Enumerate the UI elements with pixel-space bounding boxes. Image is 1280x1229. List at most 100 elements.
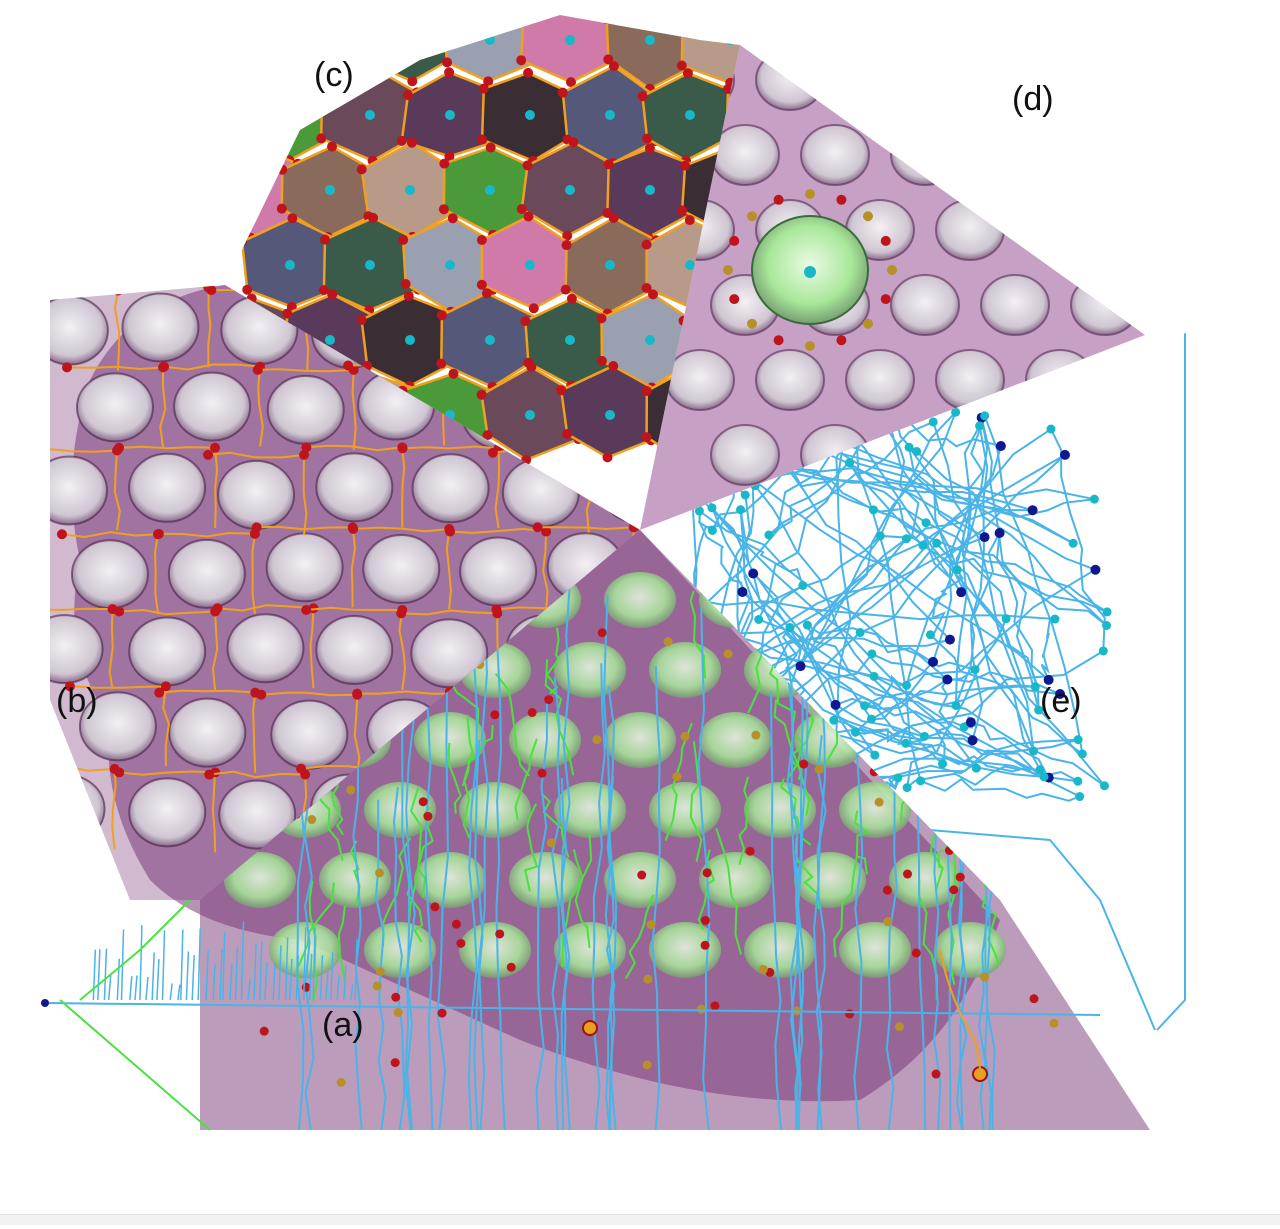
cell-vertex — [610, 14, 620, 24]
pore — [981, 275, 1049, 335]
skeleton-node — [972, 764, 981, 773]
graph-node — [647, 920, 656, 929]
graph-node — [903, 870, 912, 879]
ring-node — [805, 341, 815, 351]
graph-node — [701, 916, 710, 925]
graph-node — [672, 772, 681, 781]
skeleton-node — [1103, 607, 1112, 616]
cell-center — [245, 185, 255, 195]
cell-vertex — [367, 62, 377, 72]
graph-node — [710, 1001, 719, 1010]
lattice-node — [212, 603, 222, 613]
cell-vertex — [407, 76, 417, 86]
endpoint-node — [583, 1021, 597, 1035]
cell-vertex — [517, 204, 527, 214]
cell-vertex — [597, 313, 607, 323]
cell-vertex — [449, 369, 459, 379]
ring-node — [805, 189, 815, 199]
cell-center — [645, 185, 655, 195]
pore — [711, 425, 779, 485]
cell-vertex — [642, 134, 652, 144]
skeleton-node — [708, 503, 717, 512]
cell-vertex — [320, 235, 330, 245]
skeleton-node — [708, 526, 717, 535]
cell-vertex — [683, 68, 693, 78]
skeleton-node — [737, 587, 747, 597]
pore — [413, 454, 489, 522]
cell-vertex — [282, 309, 292, 319]
graph-node — [895, 1022, 904, 1031]
cell-vertex — [316, 133, 326, 143]
pore — [1116, 200, 1184, 260]
cell-vertex — [648, 289, 658, 299]
lattice-node — [113, 286, 123, 296]
skeleton-node — [856, 628, 865, 637]
lattice-node — [159, 362, 169, 372]
cell-vertex — [285, 63, 295, 73]
cell-vertex — [678, 11, 688, 21]
cell-center — [645, 35, 655, 45]
ring-node — [881, 236, 891, 246]
pore — [72, 540, 148, 608]
baseline-spike — [192, 955, 194, 1000]
cell-vertex — [204, 162, 214, 172]
skeleton-node — [1099, 646, 1108, 655]
cell-center — [565, 335, 575, 345]
baseline-spike — [181, 930, 183, 1000]
cell-vertex — [407, 138, 417, 148]
skeleton-node — [953, 565, 962, 574]
pore — [77, 373, 153, 441]
skeleton-node — [1002, 614, 1011, 623]
pore — [846, 50, 914, 110]
cell-vertex — [437, 310, 447, 320]
lattice-node — [252, 522, 262, 532]
skeleton-node — [901, 739, 910, 748]
graph-node — [949, 885, 958, 894]
graph-node — [996, 697, 1005, 706]
cell-vertex — [444, 67, 454, 77]
ring-node — [881, 294, 891, 304]
baseline-spike — [135, 975, 137, 1000]
pore — [891, 275, 959, 335]
pore — [1026, 350, 1094, 410]
panel-label-c: (c) — [314, 58, 354, 92]
ring-node — [836, 195, 846, 205]
lattice-node — [206, 285, 216, 295]
cell-center — [445, 260, 455, 270]
skeleton-node — [928, 657, 938, 667]
graph-node — [307, 815, 316, 824]
cell-vertex — [520, 316, 530, 326]
pore — [936, 200, 1004, 260]
panel-label-d: (d) — [1012, 82, 1054, 116]
cell-vertex — [677, 61, 687, 71]
green-skeleton-line — [60, 1000, 210, 1130]
ring-node — [887, 265, 897, 275]
skeleton-node — [912, 447, 921, 456]
cell-center — [285, 110, 295, 120]
graph-node — [592, 735, 601, 744]
skeleton-node — [748, 569, 758, 579]
cell-vertex — [526, 362, 536, 372]
pore — [31, 457, 107, 525]
cell-center — [725, 35, 735, 45]
pore — [1116, 350, 1184, 410]
skeleton-node — [1074, 735, 1083, 744]
cell-center — [445, 110, 455, 120]
lattice-node — [12, 604, 22, 614]
skeleton-node — [1078, 749, 1087, 758]
skeleton-node — [920, 732, 929, 741]
skeleton-edge — [699, 511, 742, 592]
skeleton-node — [860, 701, 869, 710]
pore — [756, 350, 824, 410]
cell-vertex — [479, 84, 489, 94]
skeleton-node — [918, 541, 927, 550]
graph-node — [845, 1009, 854, 1018]
ring-node — [863, 211, 873, 221]
skeleton-node — [902, 681, 911, 690]
pore — [316, 616, 392, 684]
bounding-line — [1157, 330, 1185, 1030]
graph-node — [883, 917, 892, 926]
baseline-spike — [178, 985, 180, 1000]
skeleton-node — [1050, 615, 1059, 624]
pore — [1161, 425, 1229, 485]
